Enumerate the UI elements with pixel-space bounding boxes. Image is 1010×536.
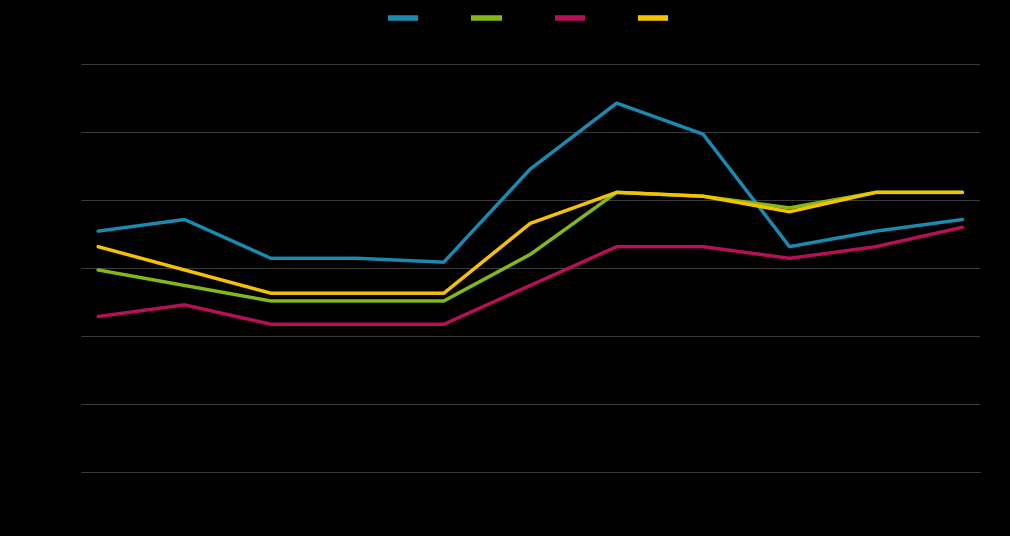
- Legend: , , , : , , ,: [383, 6, 678, 31]
